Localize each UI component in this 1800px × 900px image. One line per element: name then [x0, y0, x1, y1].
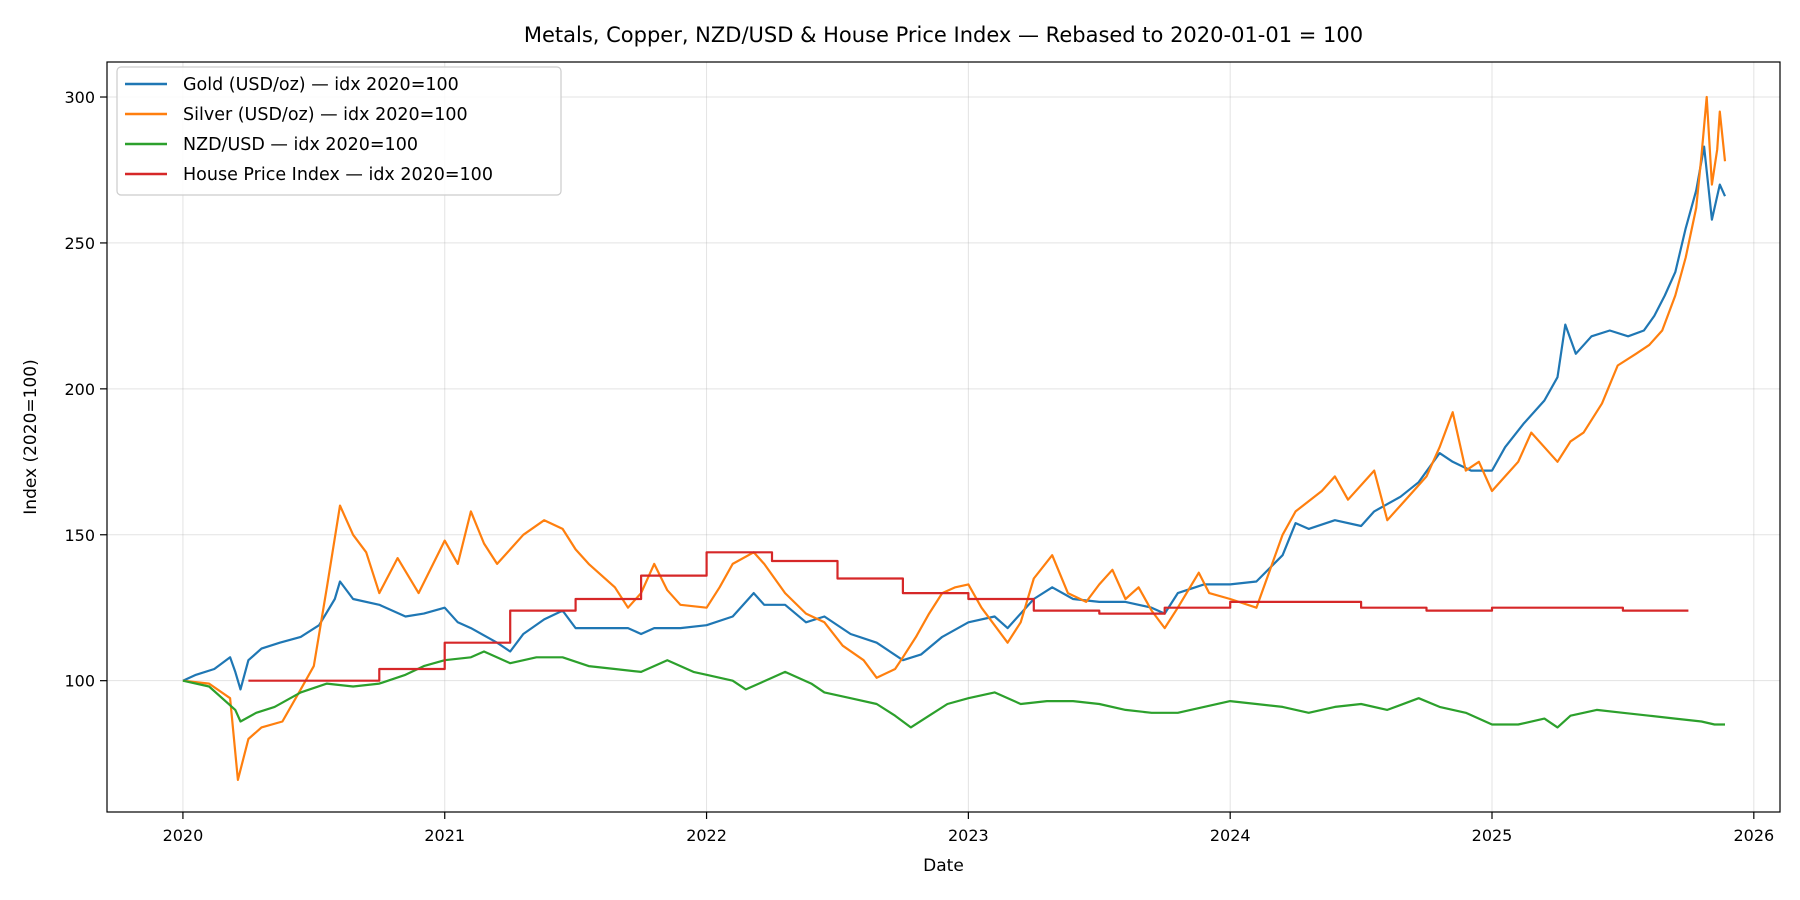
plot-frame	[106, 61, 1781, 813]
y-axis-label: Index (2020=100)	[21, 359, 41, 514]
x-tick-label: 2024	[1210, 826, 1251, 845]
x-tick-label: 2020	[163, 826, 204, 845]
x-tick-label: 2025	[1472, 826, 1513, 845]
series-line-0	[182, 145, 1727, 691]
x-axis-label: Date	[923, 856, 964, 876]
legend-box	[116, 66, 562, 196]
plot-area	[182, 95, 1727, 781]
series-line-1	[182, 95, 1727, 781]
y-axis: 100 150 200 250 300	[64, 88, 107, 691]
x-tick-label: 2022	[686, 826, 727, 845]
y-tick-label: 250	[64, 234, 95, 253]
legend: Gold (USD/oz) — idx 2020=100 Silver (USD/…	[116, 66, 562, 196]
y-tick-label: 300	[64, 88, 95, 107]
series-line-2	[182, 650, 1725, 729]
legend-label: NZD/USD — idx 2020=100	[183, 135, 418, 155]
y-tick-label: 100	[64, 672, 95, 691]
x-tick-label: 2023	[948, 826, 989, 845]
y-tick-label: 150	[64, 526, 95, 545]
y-tick-label: 200	[64, 380, 95, 399]
legend-label: Gold (USD/oz) — idx 2020=100	[183, 75, 459, 95]
legend-label: House Price Index — idx 2020=100	[183, 165, 493, 185]
series-line-3	[248, 551, 1689, 682]
legend-label: Silver (USD/oz) — idx 2020=100	[183, 105, 468, 125]
x-tick-label: 2021	[424, 826, 465, 845]
x-axis: 2020 2021 2022 2023 2024 2025 2026	[163, 812, 1774, 845]
chart-title: Metals, Copper, NZD/USD & House Price In…	[524, 23, 1363, 47]
x-tick-label: 2026	[1733, 826, 1774, 845]
